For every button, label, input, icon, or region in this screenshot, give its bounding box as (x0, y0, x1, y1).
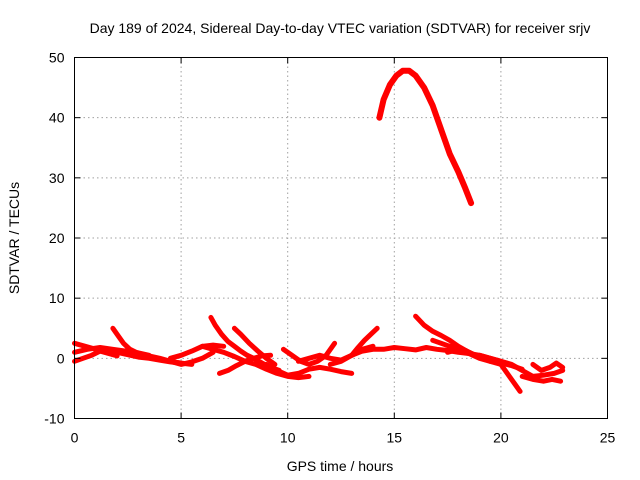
y-tick-label: 10 (49, 290, 65, 306)
y-tick-label: 20 (49, 230, 65, 246)
x-tick-label: 15 (387, 430, 403, 446)
x-tick-label: 20 (493, 430, 509, 446)
x-axis-label: GPS time / hours (287, 458, 394, 474)
series-group (72, 67, 566, 394)
series-line-arc-21 (530, 360, 566, 373)
series-line-arc-15 (349, 325, 380, 358)
series-line-arc-peak (376, 67, 475, 207)
y-tick-label: 30 (49, 170, 65, 186)
series-line-arc-02 (72, 348, 120, 364)
y-tick-label: 50 (49, 50, 65, 66)
y-tick-label: -10 (44, 411, 64, 427)
x-tick-label: 10 (280, 430, 296, 446)
series-line-arc-05 (136, 349, 216, 367)
series-line-arc-10 (231, 325, 278, 367)
series-line-arc-19 (498, 361, 523, 394)
series-line-arc-06 (167, 342, 227, 361)
y-tick-label: 40 (49, 110, 65, 126)
series-line-arc-11 (263, 361, 355, 378)
y-tick-label: 0 (57, 350, 65, 366)
chart-title: Day 189 of 2024, Sidereal Day-to-day VTE… (90, 20, 591, 36)
series-line-arc-20 (519, 373, 564, 384)
x-tick-label: 25 (600, 430, 616, 446)
ticks: 0 5 10 15 20 25 -10 0 10 20 30 40 50 (44, 50, 615, 446)
x-tick-label: 5 (177, 430, 185, 446)
grid (74, 57, 608, 419)
y-axis-label: SDTVAR / TECUs (6, 182, 22, 294)
series-line-arc-22 (445, 346, 525, 372)
x-tick-label: 0 (71, 430, 79, 446)
series-line-arc-12 (280, 340, 338, 367)
